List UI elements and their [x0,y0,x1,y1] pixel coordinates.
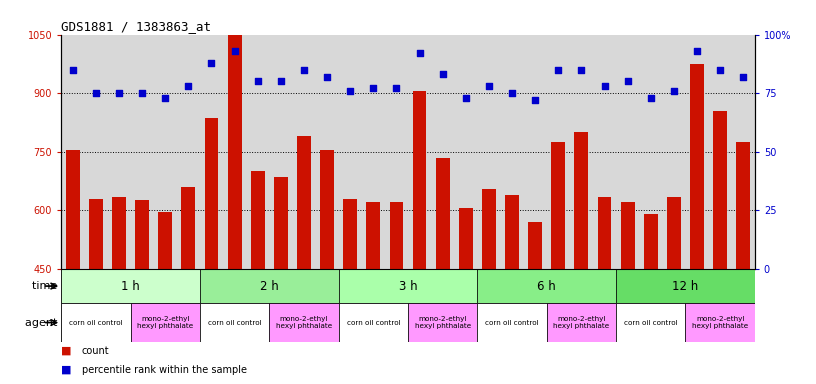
Point [344,88,357,94]
Text: corn oil control: corn oil control [486,319,539,326]
Bar [552,142,565,269]
Point [690,48,703,54]
Text: mono-2-ethyl
hexyl phthalate: mono-2-ethyl hexyl phthalate [553,316,610,329]
Point [505,90,519,96]
Point [713,66,726,73]
Point [459,95,472,101]
Point [251,78,264,84]
Point [413,50,426,56]
Point [113,90,126,96]
Bar [61,269,200,303]
Bar [436,157,450,269]
Bar [505,195,519,269]
Bar [135,200,149,269]
Bar [320,150,334,269]
Bar [528,222,542,269]
Text: mono-2-ethyl
hexyl phthalate: mono-2-ethyl hexyl phthalate [415,316,471,329]
Point [274,78,287,84]
Point [228,48,242,54]
Point [89,90,103,96]
Point [366,85,379,91]
Bar [66,150,80,269]
Point [205,60,218,66]
Point [644,95,657,101]
Point [321,74,334,80]
Text: count: count [82,346,109,356]
Bar [547,303,616,342]
Bar [339,269,477,303]
Text: 3 h: 3 h [399,280,417,293]
Bar [112,197,126,269]
Bar [297,136,311,269]
Point [436,71,449,78]
Bar [269,303,339,342]
Text: corn oil control: corn oil control [69,319,122,326]
Bar [616,303,685,342]
Bar [200,303,269,342]
Point [552,66,565,73]
Bar [413,91,427,269]
Point [135,90,149,96]
Text: 6 h: 6 h [538,280,556,293]
Text: corn oil control: corn oil control [208,319,261,326]
Bar [158,212,172,269]
Text: mono-2-ethyl
hexyl phthalate: mono-2-ethyl hexyl phthalate [692,316,748,329]
Point [667,88,681,94]
Point [182,83,195,89]
Bar [200,269,339,303]
Bar [344,199,357,269]
Text: ■: ■ [61,346,75,356]
Point [66,66,79,73]
Point [390,85,403,91]
Bar [477,303,547,342]
Bar [459,208,472,269]
Bar [736,142,750,269]
Point [529,97,542,103]
Bar [205,119,219,269]
Text: time: time [33,281,61,291]
Bar [181,187,195,269]
Point [158,95,171,101]
Text: 2 h: 2 h [260,280,278,293]
Text: GDS1881 / 1383863_at: GDS1881 / 1383863_at [61,20,211,33]
Bar [228,35,242,269]
Bar [339,303,408,342]
Bar [366,202,380,269]
Text: 12 h: 12 h [672,280,698,293]
Text: mono-2-ethyl
hexyl phthalate: mono-2-ethyl hexyl phthalate [137,316,193,329]
Bar [685,303,755,342]
Bar [644,214,658,269]
Bar [389,202,403,269]
Bar [477,269,616,303]
Point [574,66,588,73]
Text: 1 h: 1 h [122,280,140,293]
Point [598,83,611,89]
Text: mono-2-ethyl
hexyl phthalate: mono-2-ethyl hexyl phthalate [276,316,332,329]
Text: percentile rank within the sample: percentile rank within the sample [82,365,246,375]
Bar [408,303,477,342]
Point [621,78,634,84]
Point [482,83,495,89]
Bar [713,111,727,269]
Text: ■: ■ [61,365,75,375]
Bar [61,303,131,342]
Bar [482,189,496,269]
Text: agent: agent [25,318,61,328]
Bar [597,197,611,269]
Text: corn oil control: corn oil control [347,319,400,326]
Bar [131,303,200,342]
Bar [574,132,588,269]
Point [737,74,750,80]
Bar [89,199,103,269]
Bar [690,64,704,269]
Point [297,66,310,73]
Text: corn oil control: corn oil control [624,319,677,326]
Bar [251,171,264,269]
Bar [621,202,635,269]
Bar [616,269,755,303]
Bar [274,177,288,269]
Bar [667,197,681,269]
